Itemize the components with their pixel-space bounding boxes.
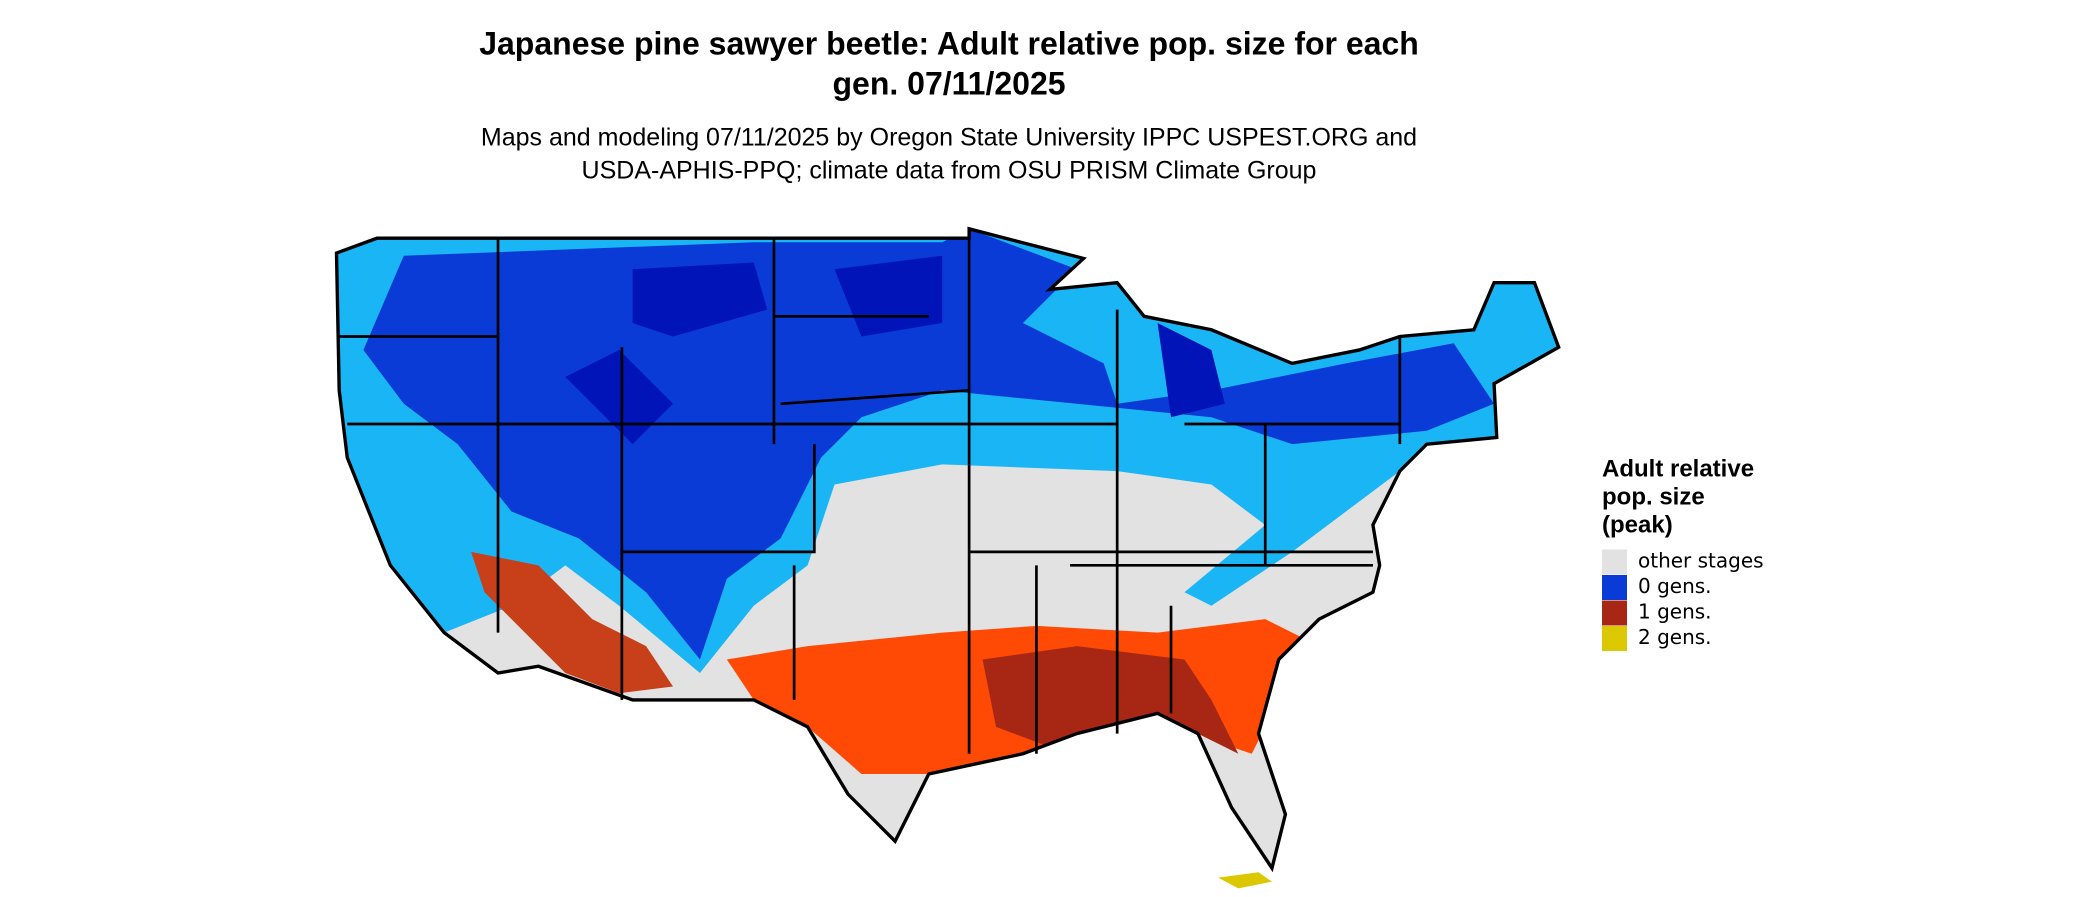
dense-blue [565,255,1225,445]
legend-label: other stages [1638,549,1764,573]
legend-title: pop. size [1602,483,1705,510]
title: Japanese pine sawyer beetle: Adult relat… [479,25,1419,61]
legend-title: Adult relative [1602,455,1754,482]
legend-swatch [1602,600,1627,626]
legend-title: (peak) [1602,511,1673,538]
subtitle: Maps and modeling 07/11/2025 by Oregon S… [481,124,1417,152]
state-lines [334,227,1561,870]
legend-swatch [1602,626,1627,651]
legend-swatch [1602,549,1627,575]
legend-label: 1 gens. [1638,600,1712,624]
us-map [334,227,1561,889]
legend-label: 0 gens. [1638,574,1712,598]
title: gen. 07/11/2025 [832,65,1065,101]
subtitle: USDA-APHIS-PPQ; climate data from OSU PR… [582,157,1317,185]
keys-zone [1218,872,1272,889]
legend-swatch [1602,575,1627,600]
legend-label: 2 gens. [1638,625,1712,649]
